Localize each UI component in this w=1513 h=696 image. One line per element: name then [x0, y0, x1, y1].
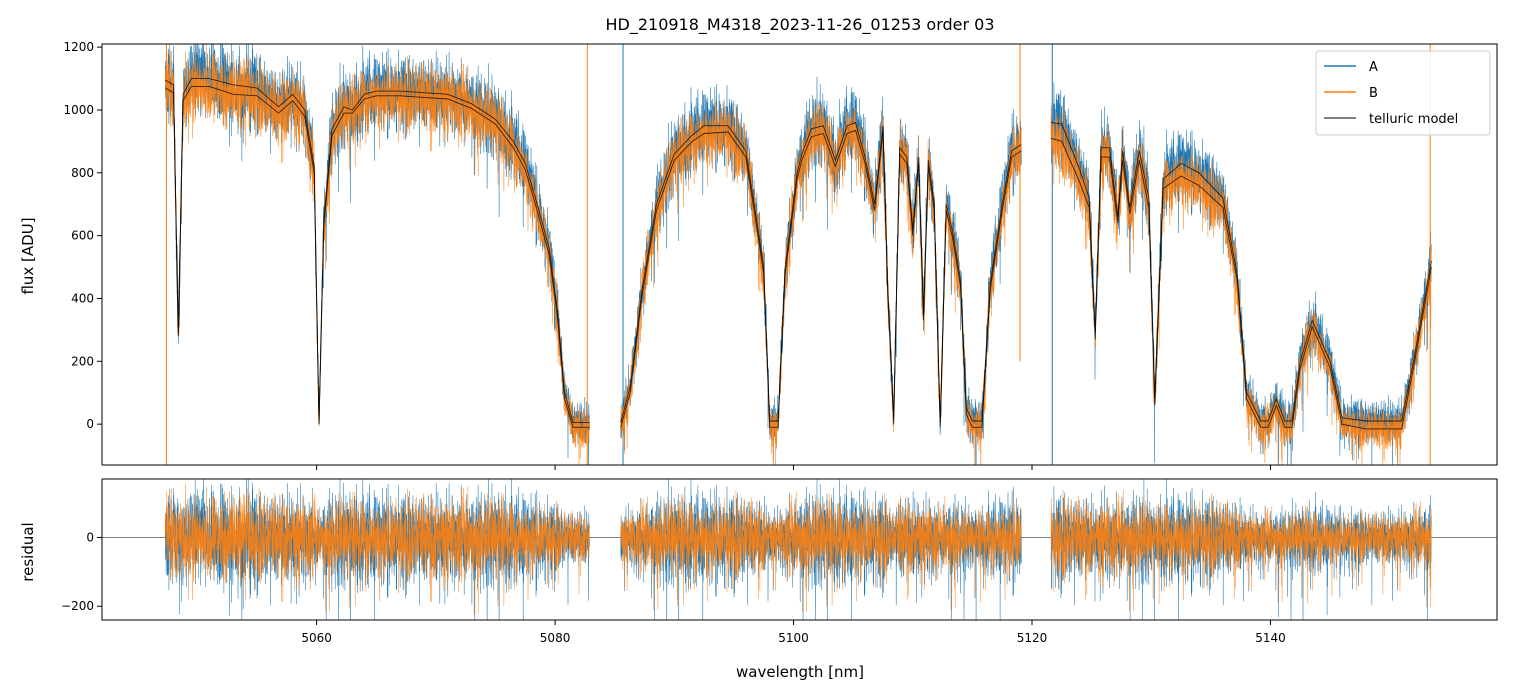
- residual-x-ticks: 5060 5080 5100 5120 5140: [301, 620, 1286, 645]
- x-tick-label: 5080: [540, 631, 571, 645]
- legend-label-a: A: [1369, 60, 1378, 75]
- residual-trace-b-3: [1050, 489, 1432, 612]
- flux-x-ticks: [316, 465, 1271, 470]
- x-tick-label: 5100: [778, 631, 809, 645]
- residual-y-tick-label: 0: [86, 530, 94, 544]
- legend-label-b: B: [1369, 86, 1378, 101]
- model-line-1-3: [1051, 122, 1432, 422]
- residual-y-ticks: −200 0: [61, 530, 102, 613]
- legend: A B telluric model: [1315, 50, 1491, 136]
- residual-trace-b-2: [620, 490, 1022, 614]
- flux-y-label: flux [ADU]: [19, 217, 37, 294]
- flux-panel: 0 200 400 600 800 1000 1200 flux [ADU] A B tel…: [19, 40, 1498, 470]
- residual-trace-a-1: [164, 479, 590, 620]
- flux-y-tick-label: 800: [71, 166, 94, 180]
- x-tick-label: 5140: [1255, 631, 1286, 645]
- model-line-2-2: [620, 129, 1022, 428]
- flux-y-tick-label: 1200: [63, 40, 94, 54]
- chart-title: HD_210918_M4318_2023-11-26_01253 order 0…: [605, 15, 994, 35]
- x-axis-label: wavelength [nm]: [736, 663, 864, 681]
- flux-y-tick-label: 400: [71, 291, 94, 305]
- flux-y-ticks: 0 200 400 600 800 1000 1200: [63, 40, 102, 431]
- flux-trace-b-2: [620, 98, 1022, 465]
- residual-y-label: residual: [19, 522, 37, 581]
- flux-trace-b-3: [1050, 104, 1432, 465]
- model-line-1-1: [164, 78, 590, 424]
- residual-panel: −200 0 5060 5080 5100 5120 5140 residual: [19, 478, 1498, 645]
- residual-series-b: [164, 483, 1432, 616]
- legend-label-model: telluric model: [1369, 112, 1458, 127]
- model-line-2-3: [1050, 137, 1432, 430]
- residual-trace-b-1: [164, 483, 590, 616]
- x-tick-label: 5120: [1017, 631, 1048, 645]
- legend-box: [1315, 50, 1491, 136]
- model-line-2-1: [164, 85, 590, 428]
- flux-y-tick-label: 600: [71, 229, 94, 243]
- residual-panel-frame: [101, 478, 1498, 621]
- flux-y-tick-label: 1000: [63, 103, 94, 117]
- flux-panel-frame: [101, 43, 1498, 466]
- flux-y-tick-label: 200: [71, 354, 94, 368]
- residual-y-tick-label: −200: [61, 599, 94, 613]
- x-tick-label: 5060: [301, 631, 332, 645]
- telluric-model-lines: [164, 78, 1432, 430]
- flux-y-tick-label: 0: [86, 417, 94, 431]
- model-line-1-2: [620, 121, 1022, 423]
- flux-trace-b-1: [164, 44, 590, 465]
